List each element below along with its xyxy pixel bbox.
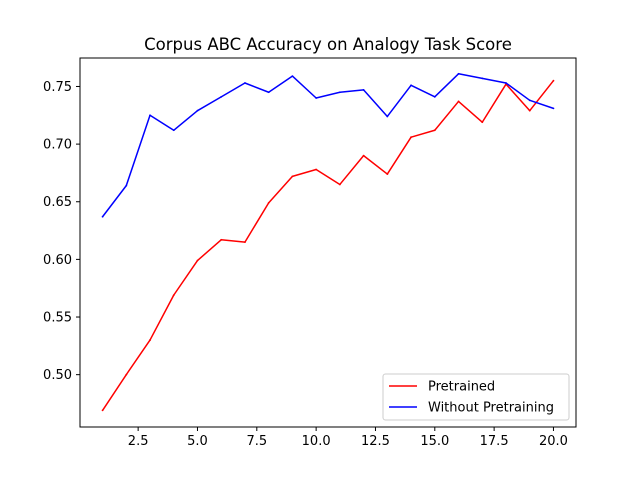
- data-point-without-pretraining: [172, 129, 175, 132]
- series-line-pretrained: [101, 80, 555, 411]
- y-tick-label: 0.60: [43, 253, 72, 268]
- data-point-pretrained: [315, 168, 318, 171]
- data-point-without-pretraining: [433, 95, 436, 98]
- x-tick-label: 5.0: [187, 434, 208, 449]
- data-point-without-pretraining: [149, 114, 151, 117]
- data-point-pretrained: [125, 373, 128, 376]
- data-point-pretrained: [410, 136, 412, 139]
- data-point-without-pretraining: [552, 107, 555, 110]
- data-point-without-pretraining: [244, 82, 246, 84]
- y-tick-label: 0.70: [43, 138, 72, 153]
- x-tick-label: 15.0: [420, 434, 449, 449]
- data-point-pretrained: [149, 339, 151, 341]
- data-point-pretrained: [433, 129, 436, 132]
- x-axis: 2.5 5.0 7.5 10.0 12.5 15.0 17.5 20.0: [128, 427, 568, 449]
- data-point-without-pretraining: [267, 91, 270, 94]
- series-line-without-pretraining: [101, 73, 554, 218]
- data-point-pretrained: [172, 294, 175, 297]
- data-point-pretrained: [552, 79, 555, 82]
- data-point-pretrained: [196, 259, 199, 262]
- legend: Pretrained Without Pretraining: [382, 373, 570, 421]
- data-point-pretrained: [528, 109, 531, 112]
- y-tick-label: 0.55: [43, 311, 72, 326]
- data-point-without-pretraining: [291, 75, 294, 77]
- data-point-without-pretraining: [338, 91, 341, 94]
- series-layer: [101, 72, 555, 412]
- data-point-pretrained: [386, 173, 389, 175]
- data-point-without-pretraining: [505, 82, 507, 84]
- data-point-pretrained: [338, 183, 341, 186]
- y-tick-label: 0.75: [43, 80, 72, 95]
- data-point-without-pretraining: [315, 97, 318, 99]
- data-point-pretrained: [362, 154, 365, 157]
- data-point-pretrained: [244, 241, 246, 244]
- plot-area-frame: [79, 57, 577, 428]
- x-tick-label: 10.0: [302, 434, 331, 449]
- data-point-without-pretraining: [220, 95, 223, 98]
- data-point-pretrained: [267, 202, 270, 204]
- data-point-without-pretraining: [528, 99, 531, 102]
- x-tick-label: 7.5: [246, 434, 267, 449]
- data-point-without-pretraining: [481, 77, 484, 80]
- data-point-without-pretraining: [386, 115, 389, 118]
- chart-title: Corpus ABC Accuracy on Analogy Task Scor…: [144, 35, 512, 54]
- y-tick-label: 0.50: [43, 368, 72, 383]
- data-point-without-pretraining: [457, 72, 460, 75]
- data-point-without-pretraining: [125, 184, 128, 187]
- data-point-pretrained: [481, 121, 484, 124]
- data-point-pretrained: [220, 238, 223, 241]
- legend-label-pretrained: Pretrained: [428, 380, 495, 395]
- data-point-without-pretraining: [362, 89, 365, 91]
- x-tick-label: 12.5: [361, 434, 390, 449]
- legend-label-without-pretraining: Without Pretraining: [428, 401, 554, 416]
- y-tick-label: 0.65: [43, 195, 72, 210]
- data-point-pretrained: [457, 100, 460, 103]
- data-point-pretrained: [101, 409, 104, 412]
- x-tick-label: 17.5: [480, 434, 509, 449]
- y-axis: 0.50 0.55 0.60 0.65 0.70 0.75: [43, 80, 80, 383]
- data-point-without-pretraining: [196, 109, 199, 112]
- data-point-pretrained: [291, 175, 294, 178]
- legend-box: [382, 373, 570, 421]
- x-tick-label: 20.0: [539, 434, 568, 449]
- data-point-without-pretraining: [410, 84, 412, 87]
- x-tick-label: 2.5: [128, 434, 149, 449]
- data-point-without-pretraining: [101, 215, 104, 218]
